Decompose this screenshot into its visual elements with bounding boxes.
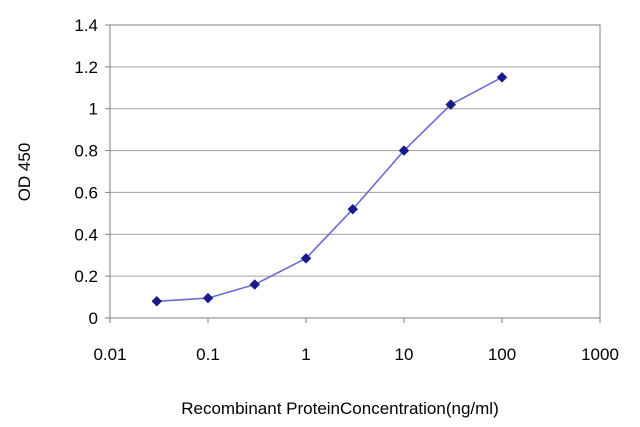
data-point-marker: [151, 295, 163, 307]
x-tick-label: 0.01: [93, 345, 126, 364]
x-tick-label: 1: [301, 345, 310, 364]
plot-area-frame: [109, 24, 601, 319]
x-tick-label: 0.1: [196, 345, 220, 364]
y-axis-ticks: 0 0.2 0.4 0.6 0.8 1 1.2 1.4: [74, 16, 110, 328]
data-point-marker: [249, 279, 261, 290]
y-tick-label: 0.8: [74, 142, 98, 161]
data-point-marker: [496, 71, 508, 83]
gridlines: [110, 66, 600, 277]
series-group: [151, 71, 508, 307]
y-tick-label: 0: [89, 309, 98, 328]
x-axis-label: Recombinant ProteinConcentration(ng/ml): [181, 399, 499, 418]
x-tick-label: 100: [488, 345, 516, 364]
x-tick-label: 10: [395, 345, 414, 364]
y-tick-label: 0.6: [74, 183, 98, 202]
y-tick-label: 1.4: [74, 16, 98, 35]
y-tick-label: 1: [89, 100, 98, 119]
y-tick-label: 0.2: [74, 267, 98, 286]
y-tick-label: 0.4: [74, 225, 98, 244]
x-tick-label: 1000: [581, 345, 619, 364]
y-axis-label: OD 450: [15, 143, 34, 202]
y-tick-label: 1.2: [74, 58, 98, 77]
data-point-marker: [202, 292, 214, 304]
data-point-marker: [347, 203, 359, 215]
data-point-marker: [445, 99, 457, 110]
data-point-marker: [300, 253, 312, 264]
series-line: [156, 76, 503, 303]
x-axis-ticks: 0.01 0.1 1 10 100 1000: [93, 318, 619, 364]
data-point-marker: [398, 145, 410, 156]
